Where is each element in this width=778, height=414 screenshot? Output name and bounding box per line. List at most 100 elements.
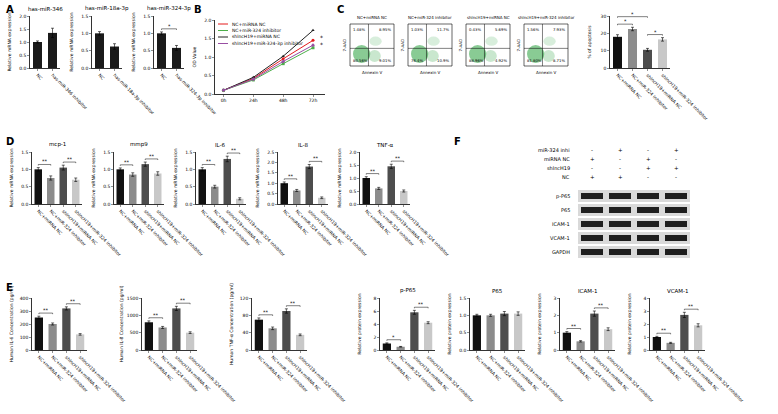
svg-text:-: -: [675, 174, 677, 180]
svg-text:NC+miR-324 inhibitor: NC+miR-324 inhibitor: [160, 355, 198, 393]
svg-text:Annexin V: Annexin V: [420, 70, 440, 75]
svg-text:Relative mRNA expression: Relative mRNA expression: [255, 148, 260, 207]
svg-text:+: +: [646, 156, 651, 162]
svg-text:**: **: [43, 307, 49, 313]
svg-text:8: 8: [373, 296, 376, 301]
svg-text:0.0: 0.0: [349, 202, 356, 207]
svg-text:ICAM-1: ICAM-1: [578, 288, 597, 294]
svg-text:E: E: [6, 282, 13, 293]
svg-text:120: 120: [240, 296, 249, 301]
svg-text:0.5: 0.5: [204, 73, 211, 78]
svg-text:6: 6: [373, 309, 376, 314]
svg-text:P65: P65: [492, 288, 503, 294]
svg-text:shlncH19+miR-324 inhibitor: shlncH19+miR-324 inhibitor: [516, 355, 565, 404]
svg-text:+: +: [674, 147, 679, 153]
svg-text:*: *: [320, 34, 323, 41]
svg-text:4: 4: [373, 322, 376, 327]
svg-text:NC+miRNA NC: NC+miRNA NC: [385, 355, 412, 382]
svg-text:500: 500: [130, 330, 139, 335]
svg-text:1.0: 1.0: [103, 167, 110, 172]
svg-text:mmp9: mmp9: [130, 141, 148, 148]
svg-text:shlncH19+miRNA NC: shlncH19+miRNA NC: [225, 209, 262, 246]
svg-text:100: 100: [20, 335, 29, 340]
svg-text:9.01%: 9.01%: [379, 58, 391, 63]
svg-text:shlncH19+miRNA NC: shlncH19+miRNA NC: [174, 355, 211, 392]
svg-text:1.0: 1.0: [267, 181, 274, 186]
svg-text:1000: 1000: [127, 313, 139, 318]
svg-text:NC+miR-324 inhibitor: NC+miR-324 inhibitor: [578, 355, 616, 393]
svg-text:F: F: [454, 136, 461, 147]
svg-text:NC+miRNA NC: NC+miRNA NC: [232, 22, 265, 27]
svg-text:*: *: [392, 334, 395, 340]
svg-text:-: -: [675, 156, 677, 162]
svg-text:+: +: [590, 156, 595, 162]
svg-text:1: 1: [553, 330, 556, 335]
svg-text:miRNA NC: miRNA NC: [544, 156, 570, 162]
svg-text:**: **: [231, 147, 237, 153]
svg-text:1.5: 1.5: [204, 36, 211, 41]
svg-text:+: +: [590, 174, 595, 180]
svg-text:shlncH19+miR-324 inhibitor: shlncH19+miR-324 inhibitor: [696, 355, 745, 404]
svg-text:-: -: [591, 147, 593, 153]
svg-text:NC+miRNA NC: NC+miRNA NC: [357, 15, 387, 20]
svg-text:2.0: 2.0: [267, 160, 274, 165]
svg-text:shlncH19+miRNA NC: shlncH19+miRNA NC: [412, 355, 449, 392]
svg-text:0.43%: 0.43%: [469, 27, 481, 32]
svg-text:P65: P65: [561, 207, 570, 213]
svg-text:2.0: 2.0: [349, 150, 356, 155]
svg-text:Relative mRNA expression: Relative mRNA expression: [69, 12, 74, 71]
svg-text:D: D: [6, 136, 14, 147]
svg-text:81.80%: 81.80%: [527, 58, 542, 63]
svg-text:1.0: 1.0: [204, 55, 211, 60]
svg-text:0.0: 0.0: [143, 66, 150, 71]
svg-text:OD Value: OD Value: [192, 46, 197, 67]
svg-text:7-AAD: 7-AAD: [458, 39, 463, 52]
svg-text:**: **: [418, 301, 424, 307]
svg-text:NC+miR-324 inhibitor: NC+miR-324 inhibitor: [488, 355, 526, 393]
svg-text:+: +: [618, 174, 623, 180]
svg-text:0: 0: [135, 348, 138, 353]
svg-text:shlncH19+miR-324 inhibitor: shlncH19+miR-324 inhibitor: [426, 355, 475, 404]
svg-text:has-miR-18a-3p inhibitor: has-miR-18a-3p inhibitor: [112, 73, 155, 116]
svg-text:3: 3: [643, 309, 646, 314]
svg-text:NC: NC: [97, 73, 105, 81]
svg-text:NC: NC: [35, 73, 43, 81]
svg-text:0.5: 0.5: [349, 189, 356, 194]
svg-text:shlncH19+miR-324 inhibitor: shlncH19+miR-324 inhibitor: [155, 209, 204, 258]
svg-text:IL-6: IL-6: [215, 142, 226, 148]
svg-text:1.0: 1.0: [81, 31, 88, 36]
svg-text:0: 0: [245, 348, 248, 353]
svg-text:NC+miRNA NC: NC+miRNA NC: [475, 355, 502, 382]
svg-text:0.0: 0.0: [21, 202, 28, 207]
svg-text:p-P65: p-P65: [400, 287, 416, 294]
svg-text:-: -: [591, 165, 593, 171]
svg-text:2.0: 2.0: [19, 14, 26, 19]
svg-text:*: *: [654, 29, 657, 35]
svg-text:+: +: [618, 147, 623, 153]
svg-text:shlncH19+miRNA NC: shlncH19+miRNA NC: [502, 355, 539, 392]
svg-text:**: **: [661, 327, 667, 333]
svg-text:VCAM-1: VCAM-1: [667, 288, 689, 294]
svg-text:Relative mRNA expression: Relative mRNA expression: [7, 12, 12, 71]
svg-text:**: **: [124, 159, 130, 165]
svg-text:0: 0: [25, 348, 28, 353]
svg-text:Relative mRNA expression: Relative mRNA expression: [337, 148, 342, 207]
svg-text:5.69%: 5.69%: [495, 27, 507, 32]
svg-text:C: C: [337, 4, 344, 15]
svg-text:NC+miR-324 inhibitor: NC+miR-324 inhibitor: [398, 355, 436, 393]
svg-text:**: **: [288, 173, 294, 179]
svg-text:0.5: 0.5: [19, 53, 26, 58]
svg-text:Human TNF-α Concentration (pg/: Human TNF-α Concentration (pg/ml): [229, 283, 234, 365]
svg-text:76.4%: 76.4%: [411, 58, 423, 63]
svg-text:NC+miRNA NC: NC+miRNA NC: [37, 355, 64, 382]
svg-text:1500: 1500: [127, 296, 139, 301]
svg-text:NC+miR-324 inhibitor: NC+miR-324 inhibitor: [50, 355, 88, 393]
svg-text:shlncH19+miRNA NC: shlncH19+miRNA NC: [232, 34, 280, 39]
svg-text:Relative protein expression: Relative protein expression: [537, 293, 542, 354]
svg-text:shlncH19+miR-324 inhibitor: shlncH19+miR-324 inhibitor: [78, 355, 127, 404]
svg-text:0: 0: [603, 66, 606, 71]
svg-text:Relative mRNA expression: Relative mRNA expression: [131, 12, 136, 71]
svg-text:0.5: 0.5: [267, 191, 274, 196]
svg-text:40: 40: [243, 330, 249, 335]
svg-text:2: 2: [643, 322, 646, 327]
